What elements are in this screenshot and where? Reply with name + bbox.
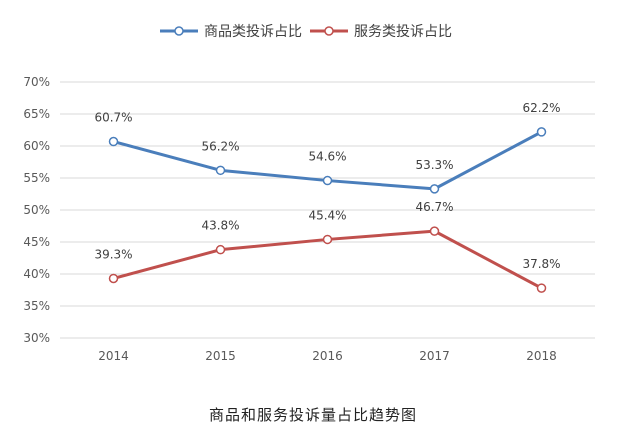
data-point — [322, 234, 333, 245]
data-point — [108, 136, 119, 147]
data-point — [536, 127, 547, 137]
data-label: 56.2% — [201, 139, 239, 153]
legend-label: 商品类投诉占比 — [204, 24, 302, 40]
y-tick-label: 45% — [23, 235, 50, 249]
y-tick-label: 40% — [23, 267, 50, 281]
y-tick-label: 60% — [23, 139, 50, 153]
data-point — [429, 184, 440, 194]
legend-label: 服务类投诉占比 — [354, 24, 452, 40]
data-point — [108, 273, 119, 284]
y-tick-label: 50% — [23, 203, 50, 217]
y-tick-label: 35% — [23, 299, 50, 313]
line-chart: 30% 35% 40% 45% 50% 55% 60% 65% 70% 2014 2015 2016 2… — [23, 24, 595, 363]
legend-marker — [324, 26, 334, 36]
data-label: 37.8% — [522, 257, 560, 271]
y-tick-label: 70% — [23, 75, 50, 89]
data-label: 43.8% — [201, 219, 239, 233]
data-point — [322, 175, 333, 186]
data-label: 60.7% — [94, 111, 132, 125]
x-tick-label: 2015 — [205, 349, 236, 363]
x-tick-label: 2017 — [419, 349, 450, 363]
data-label: 46.7% — [415, 200, 453, 214]
y-tick-label: 30% — [23, 331, 50, 345]
y-tick-label: 65% — [23, 107, 50, 121]
x-tick-label: 2018 — [526, 349, 557, 363]
data-point — [429, 226, 440, 236]
data-label: 53.3% — [415, 158, 453, 172]
x-tick-label: 2016 — [312, 349, 343, 363]
legend-marker — [174, 26, 184, 36]
data-label: 45.4% — [308, 208, 346, 222]
x-tick-label: 2014 — [98, 349, 129, 363]
data-label: 62.2% — [522, 101, 560, 115]
y-tick-label: 55% — [23, 171, 50, 185]
data-label: 39.3% — [94, 247, 132, 261]
data-point — [215, 244, 226, 255]
data-point — [536, 283, 547, 293]
data-point — [215, 165, 226, 176]
chart-container: 30% 35% 40% 45% 50% 55% 60% 65% 70% 2014 2015 2016 2… — [23, 24, 595, 363]
chart-caption: 商品和服务投诉量占比趋势图 — [208, 406, 417, 424]
data-label: 54.6% — [308, 150, 346, 164]
